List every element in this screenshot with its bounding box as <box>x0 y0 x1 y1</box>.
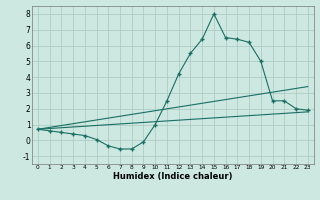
X-axis label: Humidex (Indice chaleur): Humidex (Indice chaleur) <box>113 172 233 181</box>
